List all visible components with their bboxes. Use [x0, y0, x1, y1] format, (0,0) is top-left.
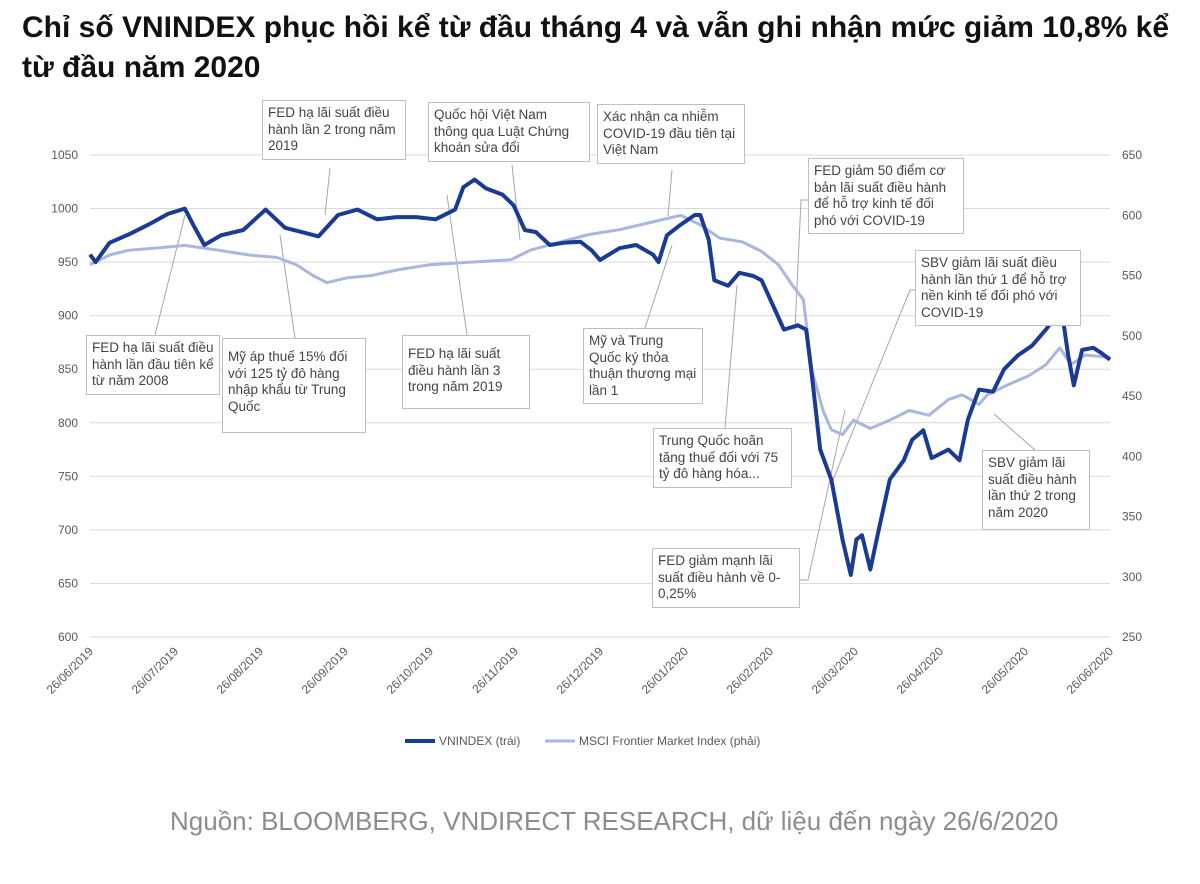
y-left-tick-label: 700 — [58, 523, 78, 537]
y-right-tick-label: 400 — [1122, 449, 1142, 463]
source-note: Nguồn: BLOOMBERG, VNDIRECT RESEARCH, dữ … — [170, 806, 1059, 836]
annotation: FED giảm 50 điểm cơ bản lãi suất điều hà… — [808, 158, 964, 234]
y-left-tick-label: 800 — [58, 416, 78, 430]
y-right-tick-label: 300 — [1122, 570, 1142, 584]
annotation-leaders — [154, 164, 1036, 581]
leader-line — [511, 164, 521, 241]
x-tick-label: 26/08/2019 — [214, 644, 267, 697]
leader-line — [667, 169, 673, 217]
chart-title: Chỉ số VNINDEX phục hồi kể từ đầu tháng … — [22, 11, 1170, 84]
y-right-tick-label: 600 — [1122, 208, 1142, 222]
annotation: Mỹ áp thuế 15% đối với 125 tỷ đô hàng nh… — [222, 338, 366, 433]
x-tick-label: 26/12/2019 — [554, 644, 607, 697]
annotation: SBV giảm lãi suất điều hành lần thứ 1 để… — [915, 250, 1081, 326]
x-axis: 26/06/2019 26/07/2019 26/08/2019 26/09/2019… — [44, 644, 1117, 697]
annotation: Trung Quốc hoãn tăng thuế đối với 75 tỷ … — [653, 428, 792, 488]
annotation: Mỹ và Trung Quốc ký thỏa thuận thương mạ… — [583, 328, 703, 404]
y-right-tick-label: 450 — [1122, 389, 1142, 403]
y-left-tick-label: 1050 — [51, 148, 78, 162]
x-tick-label: 26/04/2020 — [894, 644, 947, 697]
leader-line — [324, 167, 331, 216]
y-left-tick-label: 1000 — [51, 202, 78, 216]
y-left-tick-label: 850 — [58, 362, 78, 376]
leader-line — [993, 413, 1036, 451]
leader-line — [724, 284, 738, 429]
leader-line — [832, 289, 915, 481]
x-tick-label: 26/02/2020 — [724, 644, 777, 697]
annotation: Quốc hội Việt Nam thông qua Luật Chứng k… — [428, 102, 590, 162]
x-tick-label: 26/06/2020 — [1064, 644, 1117, 697]
leader-line — [279, 234, 296, 339]
leader-line — [154, 214, 186, 336]
x-tick-label: 26/11/2019 — [469, 644, 521, 696]
annotation: FED hạ lãi suất điều hành lần 3 trong nă… — [402, 335, 530, 409]
y-right-tick-label: 250 — [1122, 630, 1142, 644]
annotation: Xác nhận ca nhiễm COVID-19 đầu tiên tại … — [597, 104, 745, 164]
x-tick-label: 26/10/2019 — [384, 644, 437, 697]
legend-label-msci: MSCI Frontier Market Index (phải) — [579, 734, 760, 748]
series-lines — [88, 177, 1112, 577]
leader-line — [446, 194, 468, 336]
y-right-tick-label: 500 — [1122, 329, 1142, 343]
annotation: SBV giảm lãi suất điều hành lần thứ 2 tr… — [982, 450, 1090, 530]
y-left-tick-label: 650 — [58, 576, 78, 590]
x-tick-label: 26/09/2019 — [299, 644, 352, 697]
annotation: FED giảm mạnh lãi suất điều hành về 0-0,… — [652, 548, 800, 608]
y-left-tick-label: 750 — [58, 469, 78, 483]
leader-line — [644, 244, 673, 329]
y-left-tick-label: 950 — [58, 255, 78, 269]
leader-line — [794, 199, 808, 331]
x-tick-label: 26/01/2020 — [639, 644, 692, 697]
y-left-tick-label: 600 — [58, 630, 78, 644]
y-axis-left: 600 650 700 750 800 850 900 950 1000 1050 — [51, 148, 78, 644]
y-axis-right: 250 300 350 400 450 500 550 600 650 — [1122, 148, 1142, 644]
leader-line — [800, 409, 846, 581]
x-tick-label: 26/07/2019 — [129, 644, 182, 697]
y-right-tick-label: 350 — [1122, 510, 1142, 524]
annotation: FED hạ lãi suất điều hành lần 2 trong nă… — [262, 100, 406, 160]
legend-label-vnindex: VNINDEX (trái) — [439, 734, 520, 748]
y-right-tick-label: 650 — [1122, 148, 1142, 162]
annotation: FED hạ lãi suất điều hành lần đầu tiên k… — [86, 335, 220, 395]
series-line-vnindex — [88, 177, 1112, 577]
y-right-tick-label: 550 — [1122, 269, 1142, 283]
legend: VNINDEX (trái) MSCI Frontier Market Inde… — [405, 734, 760, 748]
x-tick-label: 26/05/2020 — [979, 644, 1032, 697]
y-left-tick-label: 900 — [58, 309, 78, 323]
x-tick-label: 26/06/2019 — [44, 644, 97, 697]
x-tick-label: 26/03/2020 — [809, 644, 862, 697]
